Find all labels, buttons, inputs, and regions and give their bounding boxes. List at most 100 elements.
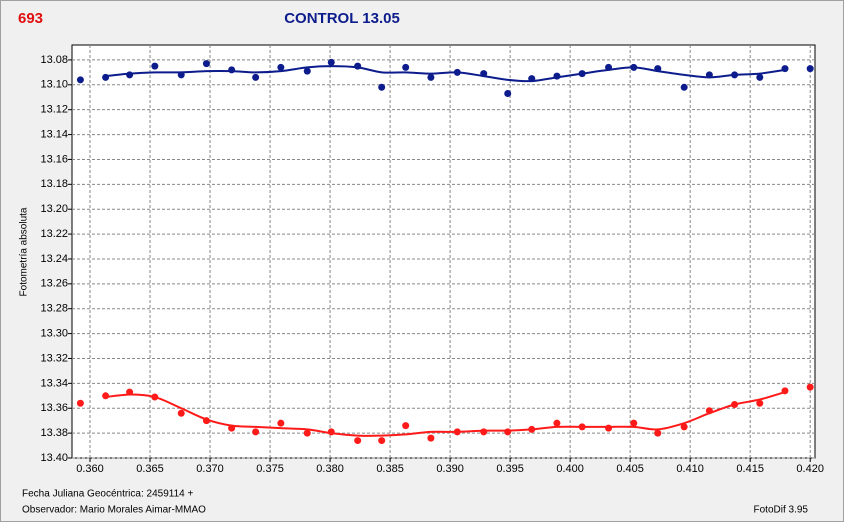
y-tick-label: 13.12 — [40, 104, 68, 116]
x-tick-label: 0.360 — [76, 463, 104, 475]
data-point — [151, 393, 159, 401]
data-point — [252, 428, 260, 436]
data-point — [354, 62, 362, 70]
data-point — [630, 419, 638, 427]
y-tick-label: 13.10 — [40, 79, 68, 91]
data-point — [202, 60, 210, 68]
data-point — [480, 428, 488, 436]
data-point — [654, 429, 662, 437]
data-point — [705, 71, 713, 79]
x-tick-label: 0.375 — [256, 463, 284, 475]
y-tick-label: 13.36 — [40, 402, 68, 414]
y-tick-label: 13.22 — [40, 228, 68, 240]
star-label: 693 — [18, 10, 43, 27]
data-point — [427, 73, 435, 81]
software: FotoDif 3.95 — [754, 505, 809, 516]
data-point — [756, 399, 764, 407]
data-point — [378, 437, 386, 445]
y-tick-label: 13.24 — [40, 253, 68, 265]
data-point — [781, 65, 789, 73]
data-point — [354, 437, 362, 445]
data-point — [102, 392, 110, 400]
data-point — [480, 70, 488, 78]
data-point — [680, 423, 688, 431]
y-tick-label: 13.08 — [40, 54, 68, 66]
data-point — [427, 434, 435, 442]
y-tick-label: 13.18 — [40, 178, 68, 190]
data-point — [504, 90, 512, 98]
x-tick-label: 0.395 — [496, 463, 524, 475]
x-tick-label: 0.390 — [436, 463, 464, 475]
data-point — [553, 419, 561, 427]
data-point — [528, 75, 536, 83]
data-point — [402, 63, 410, 71]
chart-title: CONTROL 13.05 — [284, 10, 400, 27]
data-point — [630, 63, 638, 71]
data-point — [680, 83, 688, 91]
data-point — [605, 424, 613, 432]
observer: Observador: Mario Morales Aimar-MMAO — [22, 505, 206, 516]
data-point — [177, 409, 185, 417]
data-point — [252, 73, 260, 81]
data-point — [504, 428, 512, 436]
data-point — [806, 383, 814, 391]
data-point — [151, 62, 159, 70]
y-tick-label: 13.14 — [40, 128, 68, 140]
fit-curve — [105, 65, 786, 83]
data-point — [303, 429, 311, 437]
data-point — [453, 68, 461, 76]
y-tick-label: 13.28 — [40, 303, 68, 315]
data-point — [605, 63, 613, 71]
x-tick-label: 0.405 — [616, 463, 644, 475]
y-tick-label: 13.32 — [40, 352, 68, 364]
data-point — [202, 417, 210, 425]
data-point — [76, 76, 84, 84]
x-tick-label: 0.365 — [136, 463, 164, 475]
data-point — [177, 71, 185, 79]
data-point — [102, 73, 110, 81]
data-point — [378, 83, 386, 91]
x-tick-label: 0.370 — [196, 463, 224, 475]
data-point — [76, 399, 84, 407]
y-axis-label: Fotometría absoluta — [19, 207, 30, 296]
y-tick-label: 13.20 — [40, 203, 68, 215]
data-point — [277, 63, 285, 71]
fit-curve — [105, 391, 786, 437]
x-tick-label: 0.415 — [736, 463, 764, 475]
data-point — [228, 424, 236, 432]
data-point — [553, 72, 561, 80]
data-point — [303, 67, 311, 75]
y-tick-label: 13.30 — [40, 328, 68, 340]
data-point — [756, 73, 764, 81]
y-tick-label: 13.34 — [40, 377, 68, 389]
data-point — [806, 65, 814, 73]
data-point — [578, 423, 586, 431]
x-tick-label: 0.380 — [316, 463, 344, 475]
data-point — [705, 407, 713, 415]
x-axis-label: Fecha Juliana Geocéntrica: 2459114 + — [22, 489, 193, 500]
x-tick-label: 0.400 — [556, 463, 584, 475]
data-point — [277, 419, 285, 427]
data-point — [402, 422, 410, 430]
data-point — [327, 428, 335, 436]
data-point — [731, 71, 739, 79]
x-tick-label: 0.410 — [676, 463, 704, 475]
data-point — [453, 428, 461, 436]
data-point — [228, 66, 236, 74]
data-point — [578, 70, 586, 78]
y-tick-label: 13.38 — [40, 427, 68, 439]
y-tick-label: 13.16 — [40, 153, 68, 165]
data-point — [126, 71, 134, 79]
data-point — [126, 388, 134, 396]
data-point — [654, 65, 662, 73]
plot-area — [71, 44, 816, 459]
y-tick-label: 13.26 — [40, 278, 68, 290]
data-point — [781, 387, 789, 395]
x-tick-label: 0.420 — [796, 463, 824, 475]
x-tick-label: 0.385 — [376, 463, 404, 475]
y-tick-label: 13.40 — [40, 452, 68, 464]
data-point — [528, 425, 536, 433]
data-point — [327, 58, 335, 66]
data-point — [731, 401, 739, 409]
